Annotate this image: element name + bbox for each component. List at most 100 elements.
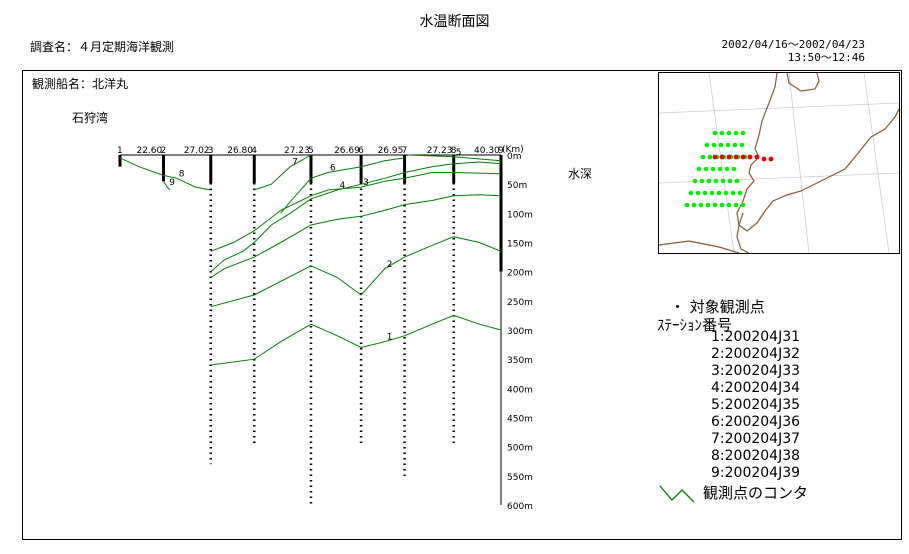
map-station-dot [695, 190, 701, 196]
contour-label: 1 [387, 333, 393, 343]
distance-label: 40.30 [474, 146, 500, 156]
map-station-dots [684, 130, 774, 208]
map-station-dot [730, 190, 736, 196]
map-station-dot [688, 190, 694, 196]
contour-label: 2 [387, 260, 393, 270]
distance-label: 26.80 [227, 146, 253, 156]
contour-label: 9 [169, 178, 175, 188]
location-map [658, 72, 900, 254]
legend-station-item: 7:200204J37 [711, 431, 801, 447]
distance-label: 27.02 [184, 146, 210, 156]
date-range: 2002/04/16〜2002/04/23 [721, 38, 865, 51]
contour-label: 8 [179, 169, 185, 179]
station-number-label: 5 [308, 146, 314, 156]
depth-tick-label: 400m [507, 385, 533, 395]
contour-layer [119, 154, 502, 366]
map-station-dot [716, 190, 722, 196]
station-number-label: 6 [358, 146, 364, 156]
southern-peninsula [736, 212, 750, 254]
map-station-dot [702, 190, 708, 196]
hokkaido-coast [736, 72, 900, 232]
distance-label: 26.95 [378, 146, 404, 156]
map-station-dot [684, 202, 690, 208]
map-station-dot [703, 166, 709, 172]
legend-station-item: 3:200204J33 [711, 363, 801, 379]
map-station-dot [704, 142, 710, 148]
map-station-dot [724, 166, 730, 172]
contour-line [210, 161, 502, 273]
distance-label: 27.23 [284, 146, 310, 156]
ship-name: 観測船名：北洋丸 [32, 77, 129, 91]
map-station-dot [719, 202, 725, 208]
contour-legend-icon [659, 485, 695, 503]
contour-line [210, 194, 502, 278]
distance-label: 27.23 [427, 146, 453, 156]
legend-station-item: 4:200204J34 [711, 380, 801, 396]
legend-station-item: 9:200204J39 [711, 465, 801, 481]
map-station-dot [726, 202, 732, 208]
map-target-dot [726, 154, 732, 160]
station-number-label: 9 [498, 146, 504, 156]
legend-station-item: 2:200204J32 [711, 346, 801, 362]
depth-tick-label: 250m [507, 298, 533, 308]
station-number-label: 1 [117, 146, 123, 156]
legend-target-points: ・ 対象観測点 [670, 298, 765, 316]
map-target-dot [761, 156, 767, 162]
map-station-dot [709, 190, 715, 196]
depth-tick-label: 500m [507, 444, 533, 454]
contour-label: 7 [292, 158, 298, 168]
map-station-dot [726, 130, 732, 136]
map-target-dot [754, 154, 760, 160]
map-station-dot [719, 130, 725, 136]
map-target-dot [712, 154, 718, 160]
map-station-dot [713, 178, 719, 184]
contour-line [210, 172, 502, 252]
map-station-dot [740, 202, 746, 208]
map-station-dot [717, 166, 723, 172]
honshu-coast [658, 240, 740, 254]
survey-period: 2002/04/16〜2002/04/23 13:50〜12:46 [722, 38, 865, 64]
bay-name: 石狩湾 [72, 111, 109, 125]
contour-line [210, 236, 502, 308]
sakhalin-coast [786, 72, 820, 92]
station-number-label: 8 [451, 146, 457, 156]
map-station-dot [691, 202, 697, 208]
depth-tick-label: 150m [507, 240, 533, 250]
map-station-dot [705, 202, 711, 208]
contour-line [210, 314, 502, 366]
legend-station-item: 8:200204J38 [711, 448, 801, 464]
depth-tick-label: 200m [507, 269, 533, 279]
map-target-dot [719, 154, 725, 160]
map-station-dot [732, 142, 738, 148]
station-number-label: 3 [208, 146, 214, 156]
map-station-dot [700, 154, 706, 160]
map-svg [658, 72, 900, 254]
time-range: 13:50〜12:46 [787, 51, 865, 64]
legend-station-item: 1:200204J31 [711, 329, 801, 345]
depth-tick-label: 550m [507, 473, 533, 483]
survey-name: 調査名：４月定期海洋観測 [30, 40, 175, 54]
page-title: 水温断面図 [419, 14, 490, 30]
station-number-label: 2 [160, 146, 166, 156]
map-station-dot [733, 130, 739, 136]
map-target-dot [768, 156, 774, 162]
map-station-dot [723, 190, 729, 196]
map-target-dot [733, 154, 739, 160]
contour-line [280, 157, 405, 214]
map-station-dot [740, 130, 746, 136]
map-station-dot [692, 178, 698, 184]
contour-line [119, 157, 211, 191]
depth-tick-label: 0m [507, 152, 522, 162]
map-station-dot [706, 178, 712, 184]
map-station-dot [720, 178, 726, 184]
map-station-dot [707, 154, 713, 160]
legend-station-item: 5:200204J35 [711, 397, 801, 413]
distance-label: 22.60 [136, 146, 162, 156]
depth-tick-label: 350m [507, 356, 533, 366]
contour-label: 4 [339, 181, 345, 191]
contour-label: 3 [363, 178, 369, 188]
map-station-dot [712, 202, 718, 208]
depth-tick-label: 100m [507, 210, 533, 220]
depth-tick-label: 50m [507, 181, 527, 191]
